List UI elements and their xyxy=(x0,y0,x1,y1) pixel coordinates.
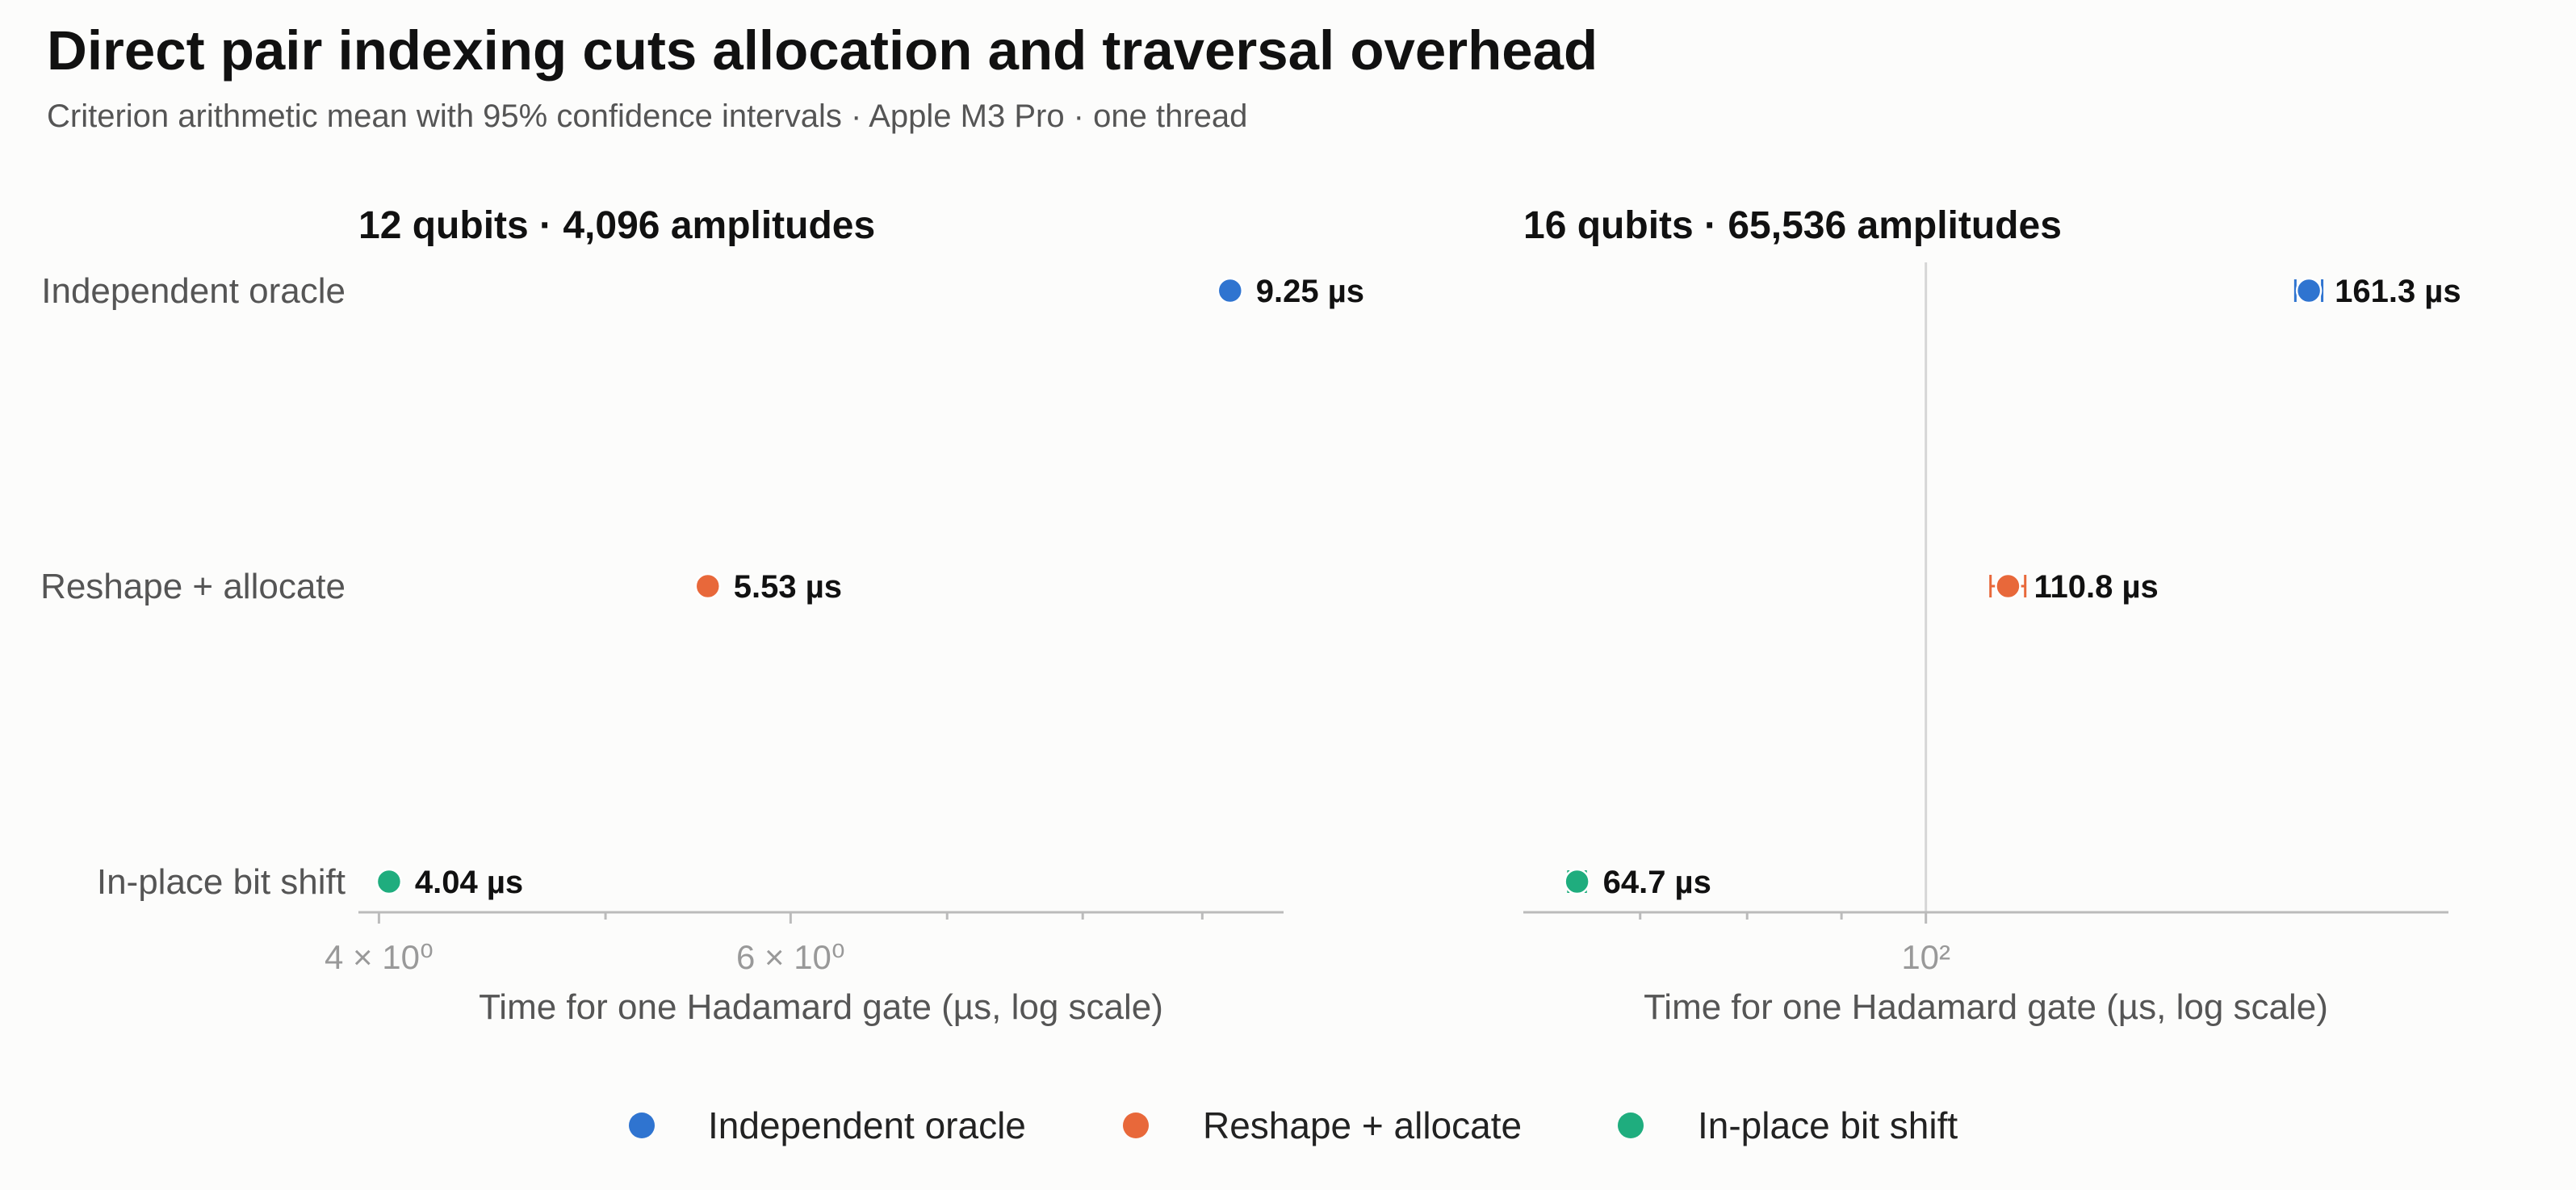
legend-label: In-place bit shift xyxy=(1698,1104,1958,1146)
data-point xyxy=(1217,277,1244,304)
chart-subtitle: Criterion arithmetic mean with 95% confi… xyxy=(47,98,1247,134)
data-point xyxy=(375,868,403,895)
value-label: 64.7 µs xyxy=(1603,865,1711,900)
value-label: 161.3 µs xyxy=(2335,274,2461,309)
legend: Independent oracle Reshape + allocate In-p… xyxy=(629,1104,1958,1146)
value-label: 5.53 µs xyxy=(734,569,842,605)
chart-title: Direct pair indexing cuts allocation and… xyxy=(47,19,1598,82)
data-point xyxy=(694,572,722,600)
x-axis-label: Time for one Hadamard gate (µs, log scal… xyxy=(479,987,1163,1027)
x-axis-label: Time for one Hadamard gate (µs, log scal… xyxy=(1644,987,2328,1027)
panel-title: 12 qubits · 4,096 amplitudes xyxy=(358,204,875,247)
panel-title: 16 qubits · 65,536 amplitudes xyxy=(1523,204,2062,247)
data-point xyxy=(2295,277,2323,304)
value-label: 9.25 µs xyxy=(1256,274,1364,309)
value-label: 4.04 µs xyxy=(415,865,523,900)
x-tick-label: 6 × 10⁰ xyxy=(736,938,845,976)
legend-marker xyxy=(629,1112,655,1138)
category-label: Reshape + allocate xyxy=(40,567,346,606)
legend-marker xyxy=(1618,1112,1644,1138)
x-tick-label: 10² xyxy=(1901,938,1950,976)
panel-2: 16 qubits · 65,536 amplitudes 10² Time for… xyxy=(1523,204,2461,1027)
legend-label: Reshape + allocate xyxy=(1203,1104,1522,1146)
panel-1: 12 qubits · 4,096 amplitudes 4 × 10⁰ 6 × 1… xyxy=(40,204,1364,1027)
x-tick-label: 4 × 10⁰ xyxy=(325,938,434,976)
data-point xyxy=(1564,868,1590,895)
category-label: Independent oracle xyxy=(41,271,346,311)
legend-label: Independent oracle xyxy=(708,1104,1026,1146)
legend-item: Independent oracle xyxy=(629,1104,1026,1146)
category-label: In-place bit shift xyxy=(97,862,346,902)
data-point xyxy=(1995,572,2021,600)
legend-item: In-place bit shift xyxy=(1618,1104,1958,1146)
value-label: 110.8 µs xyxy=(2034,569,2158,605)
legend-item: Reshape + allocate xyxy=(1123,1104,1522,1146)
legend-marker xyxy=(1123,1112,1149,1138)
